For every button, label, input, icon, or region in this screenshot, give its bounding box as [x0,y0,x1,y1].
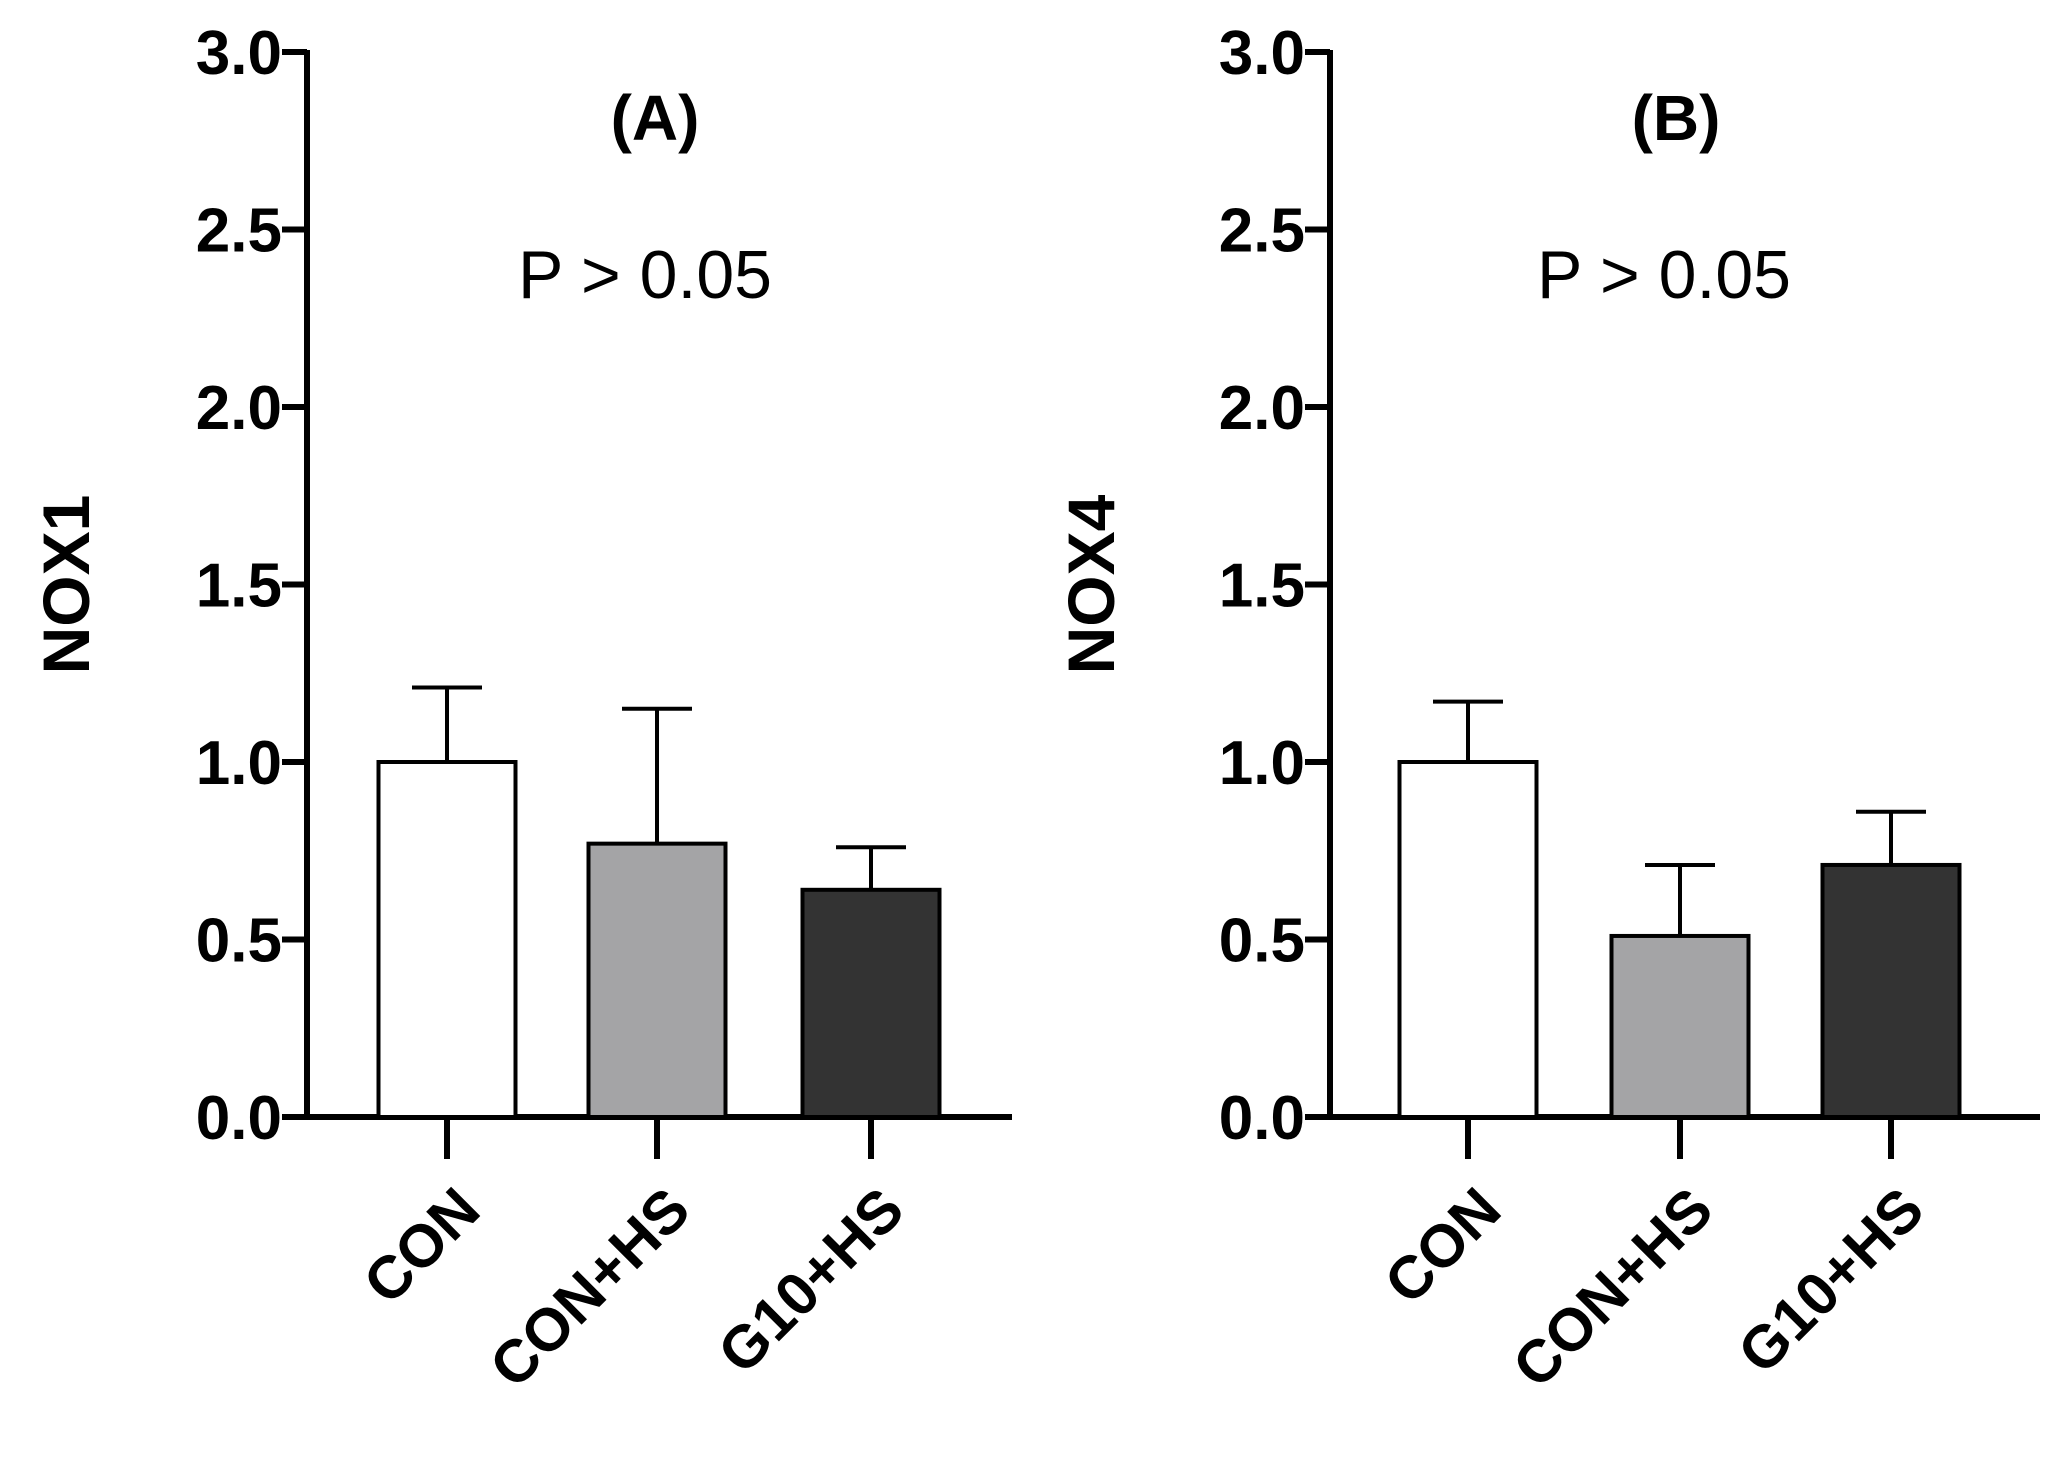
y-tick-label: 3.0 [196,19,282,88]
y-tick-label: 1.5 [196,552,282,621]
bar-con-plus-hs [1609,933,1751,1120]
y-tick-label: 0.0 [196,1084,282,1153]
y-tick-label: 0.5 [196,907,282,976]
y-tick-label: 0.5 [1219,907,1305,976]
panel-title: (B) [1632,82,1721,154]
y-tick-label: 0.0 [1219,1084,1305,1153]
y-axis-label: NOX1 [29,495,103,675]
y-tick-label: 2.5 [196,197,282,266]
y-tick-label: 1.0 [196,729,282,798]
bar-con [376,760,518,1119]
y-tick-label: 1.5 [1219,552,1305,621]
significance-annotation: P > 0.05 [518,237,772,313]
y-axis-label: NOX4 [1054,494,1128,674]
y-tick-label: 2.0 [196,374,282,443]
significance-annotation: P > 0.05 [1537,237,1791,313]
panel-title: (A) [611,82,700,154]
y-tick-label: 2.0 [1219,374,1305,443]
bar-g10-plus-hs [1820,862,1962,1120]
y-tick-label: 3.0 [1219,19,1305,88]
bar-con-plus-hs [586,841,728,1120]
bar-g10-plus-hs [800,887,942,1119]
y-tick-label: 2.5 [1219,197,1305,266]
bar-con [1397,760,1539,1119]
y-tick-label: 1.0 [1219,729,1305,798]
